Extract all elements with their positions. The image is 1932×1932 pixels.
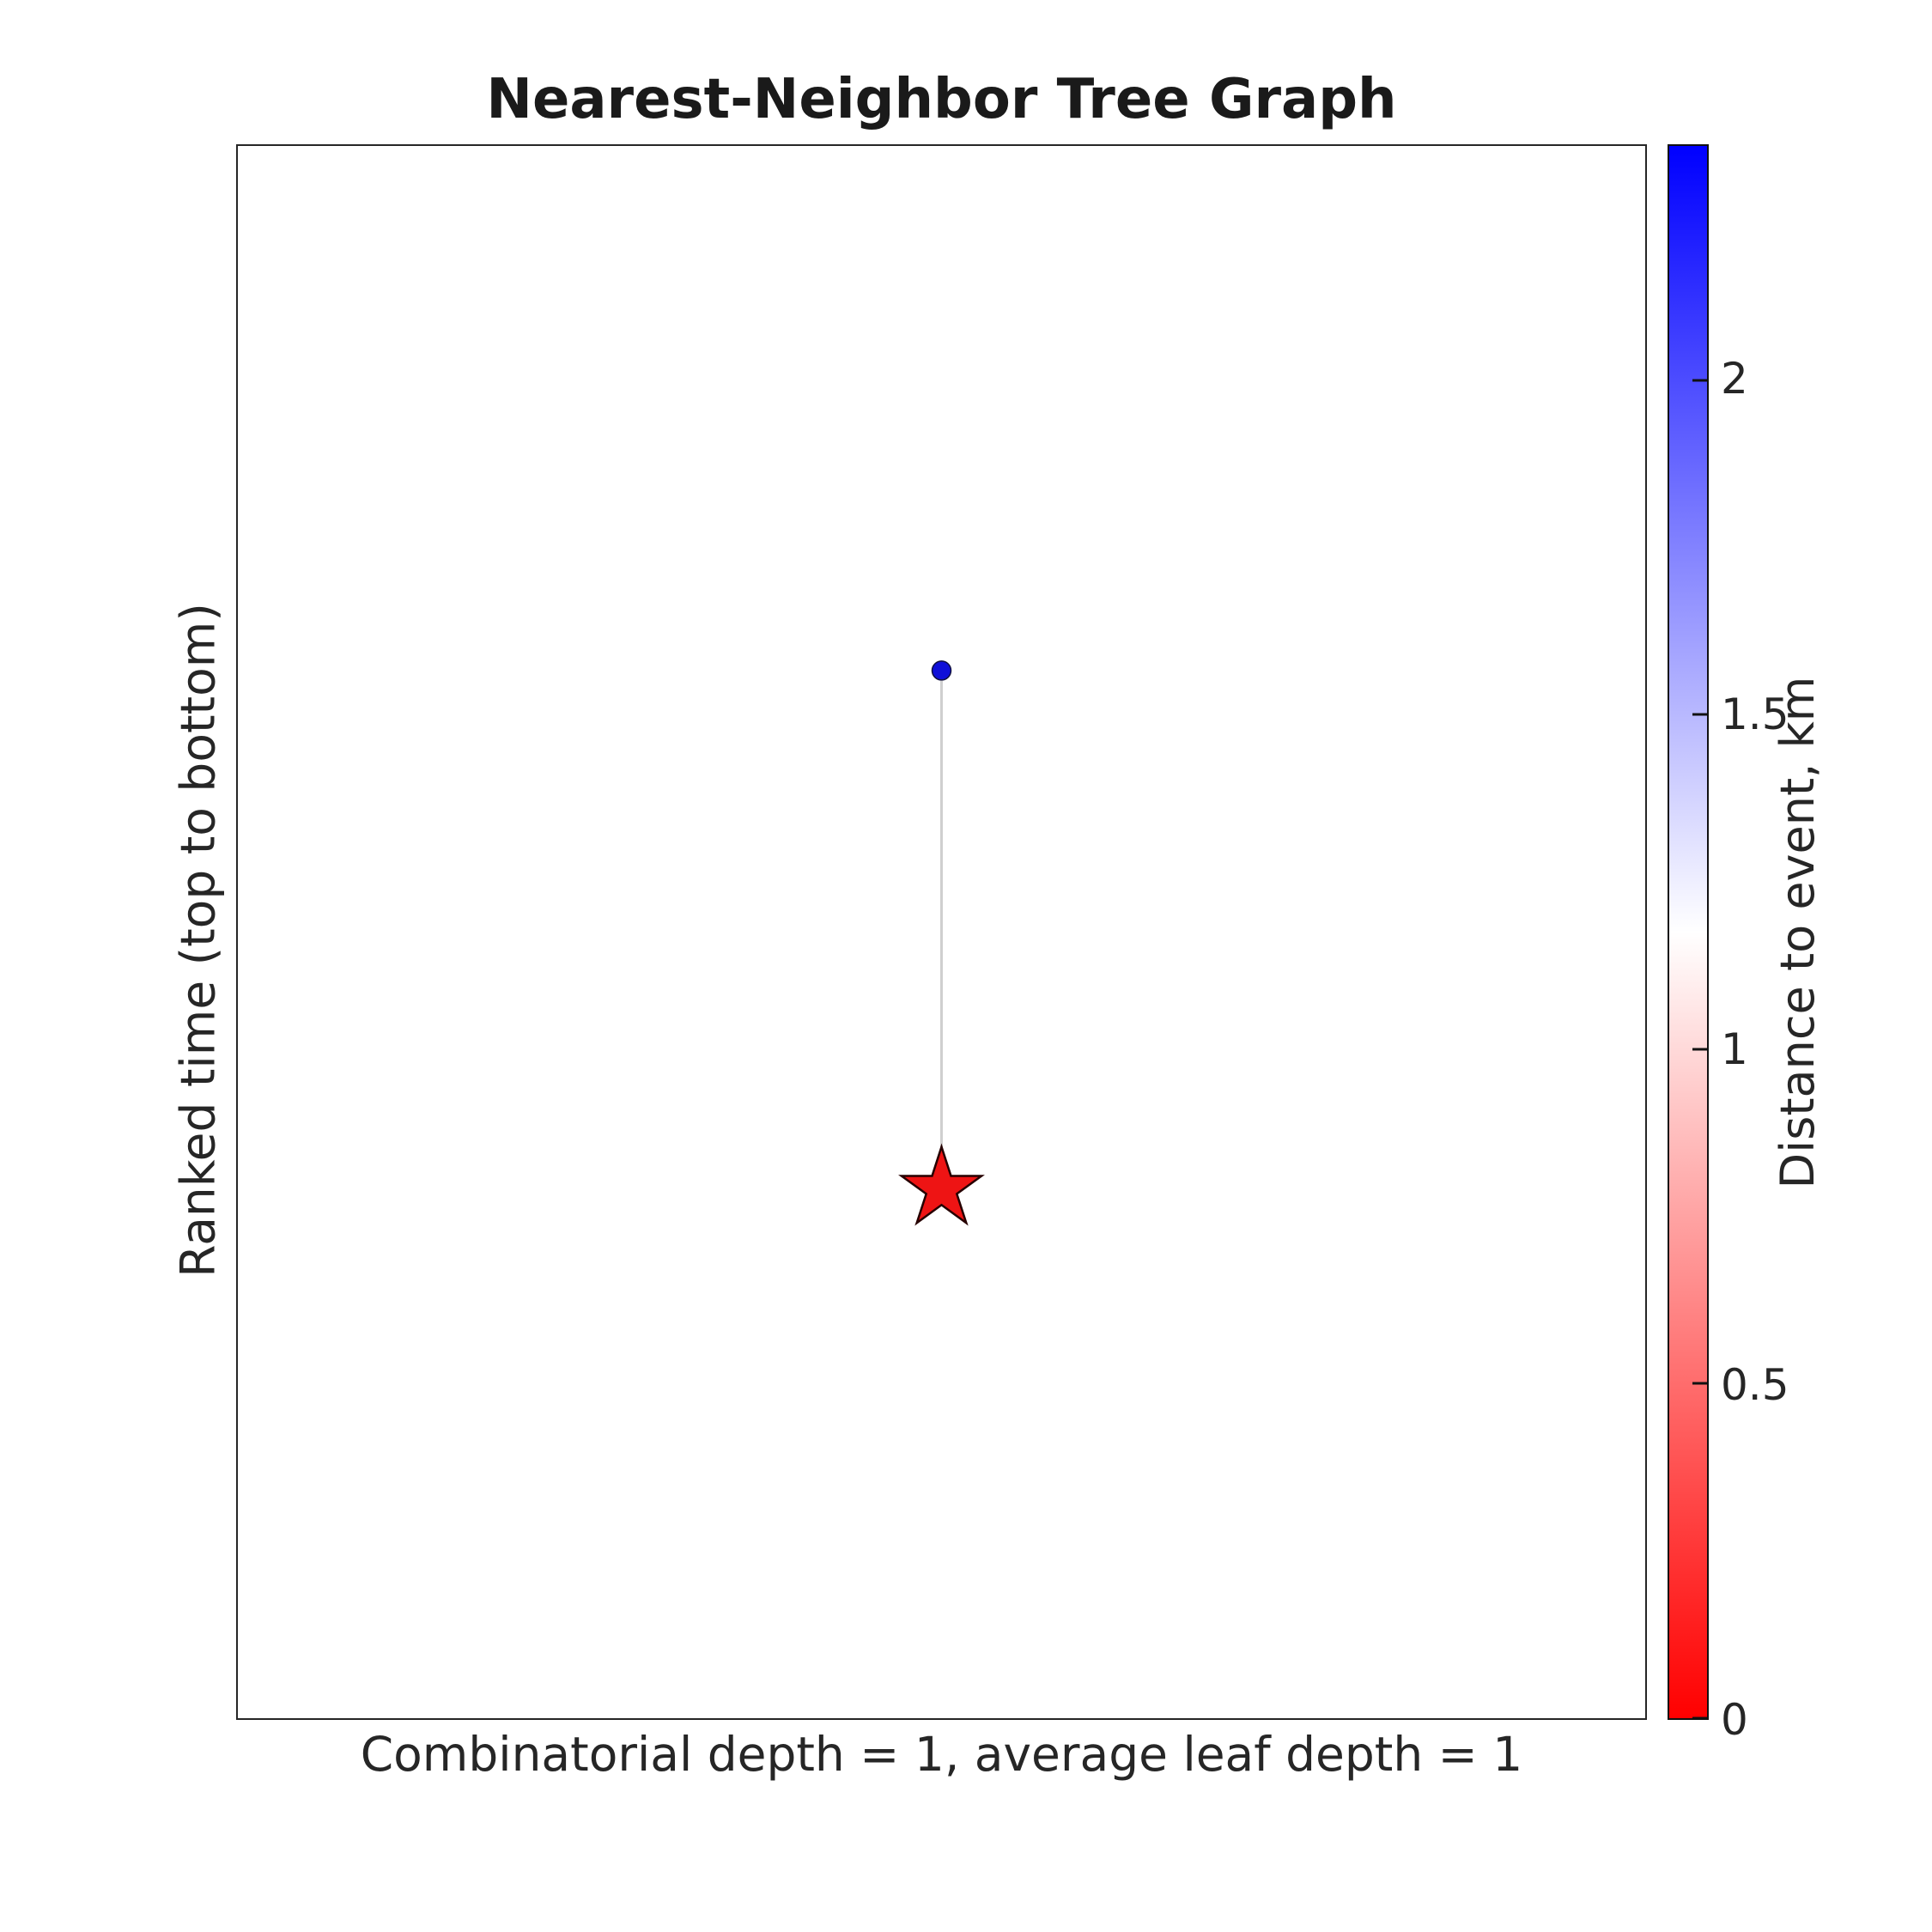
- colorbar-tick-label: 0: [1721, 1695, 1748, 1745]
- colorbar-tick-labels: 2 1.5 1 0.5 0: [1721, 144, 1832, 1741]
- y-axis-label: Ranked time (top to bottom): [170, 603, 226, 1278]
- colorbar-tick: [1692, 379, 1707, 382]
- colorbar-label: Distance to event, km: [1771, 676, 1825, 1189]
- colorbar-tick: [1692, 1048, 1707, 1051]
- colorbar-tick: [1692, 1716, 1707, 1720]
- event-star-marker: [898, 1143, 985, 1226]
- x-axis-label: Combinatorial depth = 1, average leaf de…: [360, 1727, 1523, 1782]
- tree-graph-svg: [898, 660, 985, 1226]
- chart-title: Nearest-Neighbor Tree Graph: [486, 68, 1397, 131]
- colorbar-tick-label: 2: [1721, 354, 1748, 404]
- neighbor-node-marker: [931, 660, 952, 681]
- colorbar-tick-label: 1.5: [1721, 689, 1789, 739]
- colorbar-tick-label: 0.5: [1721, 1359, 1789, 1410]
- colorbar-tick: [1692, 713, 1707, 716]
- colorbar-tick: [1692, 1382, 1707, 1385]
- colorbar-tick-label: 1: [1721, 1024, 1748, 1075]
- colorbar: [1668, 144, 1709, 1720]
